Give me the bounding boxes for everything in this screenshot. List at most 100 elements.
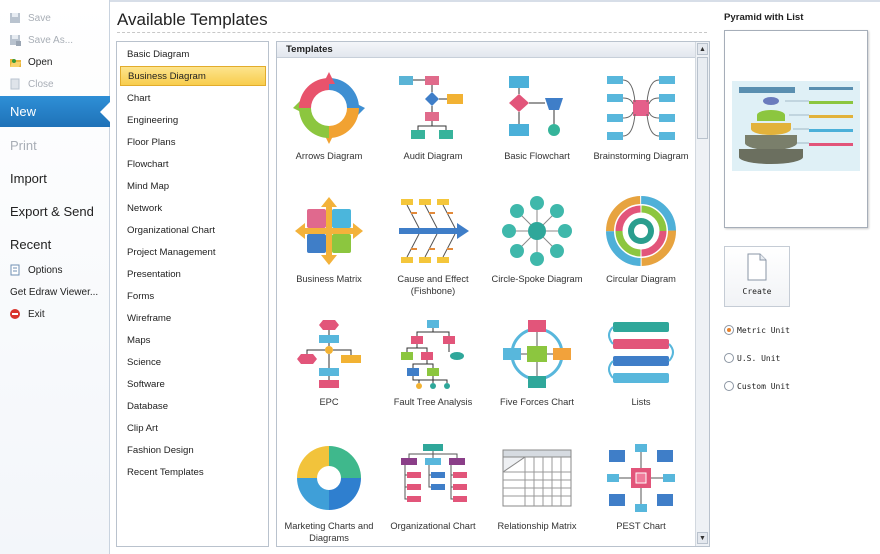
- category-flowchart[interactable]: Flowchart: [127, 158, 169, 170]
- template-label: EPC: [319, 397, 339, 407]
- radio-icon: [724, 381, 734, 391]
- import-menu-item[interactable]: Import: [10, 171, 47, 186]
- save-menu-item[interactable]: Save: [8, 9, 51, 27]
- create-label: Create: [742, 287, 772, 296]
- category-project-management[interactable]: Project Management: [127, 246, 216, 258]
- template-brainstorming-diagram[interactable]: Brainstorming Diagram: [589, 72, 693, 162]
- new-document-icon: [747, 253, 767, 281]
- new-menu-item[interactable]: New: [0, 96, 110, 127]
- category-floor-plans[interactable]: Floor Plans: [127, 136, 176, 148]
- open-folder-icon: [8, 55, 22, 69]
- org-chart-icon: [401, 444, 467, 502]
- category-engineering[interactable]: Engineering: [127, 114, 179, 126]
- options-menu-item[interactable]: Options: [8, 261, 62, 279]
- save-as-label: Save As...: [28, 34, 74, 46]
- template-marketing-charts[interactable]: Marketing Charts and Diagrams: [277, 442, 381, 544]
- save-icon: [8, 11, 22, 25]
- arrows-diagram-icon: [293, 72, 365, 144]
- template-label: Brainstorming Diagram: [593, 151, 689, 161]
- category-wireframe[interactable]: Wireframe: [127, 312, 172, 324]
- exit-label: Exit: [28, 308, 45, 320]
- template-label: Marketing Charts and Diagrams: [284, 521, 374, 543]
- us-unit-radio[interactable]: U.S. Unit: [724, 353, 780, 363]
- category-science[interactable]: Science: [127, 356, 162, 368]
- create-button[interactable]: Create: [724, 246, 790, 307]
- template-organizational-chart[interactable]: Organizational Chart: [381, 442, 485, 532]
- basic-flowchart-icon: [509, 76, 563, 136]
- open-label: Open: [28, 56, 53, 68]
- template-label: Business Matrix: [296, 274, 362, 284]
- template-circular-diagram[interactable]: Circular Diagram: [589, 195, 693, 285]
- category-recent-templates[interactable]: Recent Templates: [127, 466, 204, 478]
- print-menu-item[interactable]: Print: [10, 138, 37, 153]
- open-menu-item[interactable]: Open: [8, 53, 52, 71]
- brainstorming-diagram-icon: [607, 76, 675, 140]
- options-icon: [8, 263, 22, 277]
- template-label: Circle-Spoke Diagram: [491, 274, 583, 284]
- exit-menu-item[interactable]: Exit: [8, 305, 45, 323]
- template-epc[interactable]: EPC: [277, 318, 381, 408]
- relationship-matrix-icon: [502, 449, 572, 507]
- audit-diagram-icon: [399, 76, 463, 139]
- category-basic-diagram[interactable]: Basic Diagram: [127, 48, 190, 60]
- template-fault-tree[interactable]: Fault Tree Analysis: [381, 318, 485, 408]
- pest-chart-icon: [607, 444, 675, 512]
- template-lists[interactable]: Lists: [589, 318, 693, 408]
- lists-icon: [608, 322, 674, 383]
- new-label: New: [10, 104, 37, 119]
- custom-unit-radio[interactable]: Custom Unit: [724, 381, 790, 391]
- category-organizational-chart[interactable]: Organizational Chart: [127, 224, 215, 236]
- export-send-menu-item[interactable]: Export & Send: [10, 204, 94, 219]
- category-chart[interactable]: Chart: [127, 92, 151, 104]
- exit-icon: [8, 307, 22, 321]
- template-relationship-matrix[interactable]: Relationship Matrix: [485, 442, 589, 532]
- template-business-matrix[interactable]: Business Matrix: [277, 195, 381, 285]
- category-mind-map[interactable]: Mind Map: [127, 180, 170, 192]
- recent-menu-item[interactable]: Recent: [10, 237, 51, 252]
- category-forms[interactable]: Forms: [127, 290, 155, 302]
- template-preview: [724, 30, 868, 228]
- scroll-up-button[interactable]: ▲: [697, 43, 708, 55]
- marketing-chart-icon: [297, 446, 361, 510]
- template-arrows-diagram[interactable]: Arrows Diagram: [277, 72, 381, 162]
- template-label: Circular Diagram: [606, 274, 676, 284]
- category-business-diagram[interactable]: Business Diagram: [120, 66, 266, 86]
- triangle-up-icon: ▲: [699, 45, 706, 53]
- template-label: Basic Flowchart: [504, 151, 570, 161]
- category-clip-art[interactable]: Clip Art: [127, 422, 158, 434]
- template-basic-flowchart[interactable]: Basic Flowchart: [485, 72, 589, 162]
- category-network[interactable]: Network: [127, 202, 163, 214]
- title-divider: [117, 32, 707, 33]
- category-database[interactable]: Database: [127, 400, 169, 412]
- metric-unit-radio[interactable]: Metric Unit: [724, 325, 790, 335]
- category-software[interactable]: Software: [127, 378, 165, 390]
- category-presentation[interactable]: Presentation: [127, 268, 181, 280]
- epc-icon: [297, 320, 361, 388]
- radio-selected-icon: [724, 325, 734, 335]
- template-five-forces[interactable]: Five Forces Chart: [485, 318, 589, 408]
- scroll-thumb[interactable]: [697, 57, 708, 139]
- close-label: Close: [28, 78, 54, 90]
- template-label: PEST Chart: [616, 521, 666, 531]
- save-as-menu-item[interactable]: Save As...: [8, 31, 73, 49]
- get-viewer-menu-item[interactable]: Get Edraw Viewer...: [10, 283, 98, 301]
- save-as-icon: [8, 33, 22, 47]
- template-pest-chart[interactable]: PEST Chart: [589, 442, 693, 532]
- us-unit-label: U.S. Unit: [737, 353, 781, 363]
- circle-spoke-icon: [502, 196, 572, 266]
- template-circle-spoke[interactable]: Circle-Spoke Diagram: [485, 195, 589, 285]
- fishbone-icon: [399, 199, 469, 263]
- category-maps[interactable]: Maps: [127, 334, 151, 346]
- template-cause-and-effect[interactable]: Cause and Effect (Fishbone): [381, 195, 485, 297]
- category-fashion-design[interactable]: Fashion Design: [127, 444, 194, 456]
- template-audit-diagram[interactable]: Audit Diagram: [381, 72, 485, 162]
- scroll-down-button[interactable]: ▼: [697, 532, 708, 544]
- backstage-menu: Save Save As... Open Close New Print Imp…: [0, 0, 110, 554]
- pyramid-preview-icon: [732, 81, 860, 171]
- close-menu-item[interactable]: Close: [8, 75, 54, 93]
- save-label: Save: [28, 12, 51, 24]
- recent-label: Recent: [10, 237, 52, 252]
- template-label: Lists: [631, 397, 651, 407]
- print-label: Print: [10, 138, 37, 153]
- templates-scrollbar[interactable]: ▲ ▼: [695, 42, 709, 546]
